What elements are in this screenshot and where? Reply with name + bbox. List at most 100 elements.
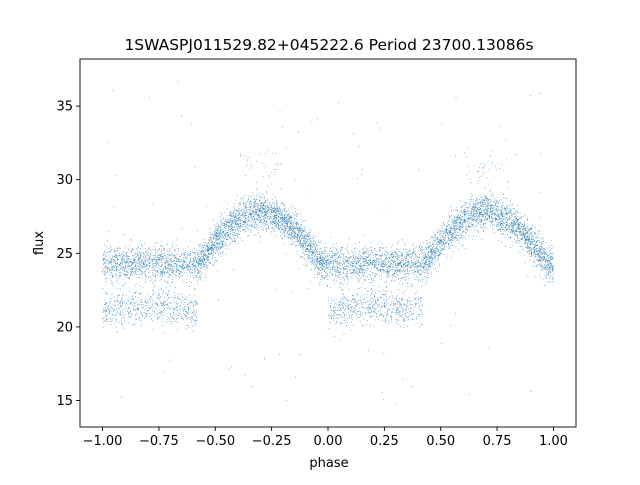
data-point [325, 264, 327, 265]
data-point [179, 275, 181, 277]
data-point [257, 209, 258, 211]
data-point [120, 262, 122, 264]
data-point [243, 213, 245, 214]
data-point [278, 226, 280, 228]
data-point [196, 316, 198, 318]
data-point [472, 206, 474, 208]
data-point [264, 202, 266, 204]
data-point [475, 212, 476, 214]
data-point [199, 267, 201, 269]
data-point [403, 320, 405, 322]
data-point [167, 294, 168, 295]
data-point [151, 318, 152, 320]
data-point [237, 226, 239, 227]
data-point [367, 256, 369, 258]
data-point [331, 310, 333, 311]
data-point [500, 223, 502, 224]
data-point [234, 203, 236, 204]
data-point [367, 306, 369, 308]
data-point [297, 228, 299, 229]
data-point [458, 216, 460, 218]
data-point [325, 260, 326, 261]
data-point [138, 277, 140, 278]
data-point [351, 252, 353, 253]
data-point [286, 213, 287, 215]
data-point [344, 279, 346, 281]
data-point [160, 303, 162, 304]
data-point [413, 262, 414, 263]
data-point [196, 269, 198, 270]
data-point [375, 319, 377, 321]
data-point [232, 222, 234, 223]
data-point [408, 264, 410, 266]
data-point [357, 294, 358, 296]
data-point [362, 248, 364, 250]
data-point [132, 307, 134, 309]
data-point [296, 222, 298, 224]
data-point [210, 234, 212, 236]
data-point [144, 273, 146, 275]
data-point [179, 273, 181, 275]
data-point [508, 211, 510, 213]
data-point [156, 253, 158, 255]
data-point [375, 254, 376, 256]
data-point [155, 274, 157, 276]
data-point [138, 251, 140, 253]
data-point [324, 275, 326, 277]
data-point [260, 205, 262, 207]
data-point [120, 302, 122, 303]
data-point [111, 258, 113, 260]
data-point [312, 243, 313, 245]
data-point [453, 225, 455, 226]
data-point [408, 308, 409, 310]
data-point [528, 236, 530, 238]
data-point [128, 316, 130, 317]
data-point [366, 257, 368, 258]
data-point [441, 225, 442, 227]
data-point [103, 274, 105, 276]
data-point [483, 210, 485, 211]
data-point [547, 256, 549, 258]
data-point [160, 274, 162, 275]
data-point [182, 260, 184, 262]
data-point [247, 221, 248, 222]
data-point [374, 247, 376, 249]
data-point [187, 312, 188, 314]
data-point [439, 254, 440, 256]
data-point [433, 264, 435, 265]
data-point [251, 216, 253, 218]
data-point [334, 305, 335, 307]
data-point [157, 318, 159, 319]
data-point [386, 272, 388, 274]
data-point [214, 230, 216, 232]
data-point [541, 246, 542, 248]
data-point [125, 261, 126, 263]
data-point [219, 249, 220, 250]
data-point [529, 234, 531, 236]
data-point [108, 310, 110, 312]
data-point [314, 267, 316, 268]
data-point [184, 302, 185, 303]
data-point [321, 253, 323, 254]
data-point [475, 210, 477, 211]
data-point [394, 269, 396, 271]
data-point [346, 260, 348, 262]
data-point [191, 301, 193, 303]
data-point [135, 256, 137, 258]
data-point [361, 306, 363, 308]
data-point [170, 312, 171, 314]
data-point [439, 246, 441, 248]
data-point [212, 233, 214, 235]
data-point [202, 247, 204, 248]
data-point [275, 210, 277, 211]
data-point [480, 213, 481, 215]
data-point [351, 265, 353, 266]
data-point [348, 300, 350, 302]
data-point [437, 244, 439, 245]
data-point [353, 297, 355, 299]
data-point [218, 235, 219, 237]
data-point [171, 266, 172, 267]
data-point [269, 216, 271, 218]
data-point [388, 298, 389, 299]
